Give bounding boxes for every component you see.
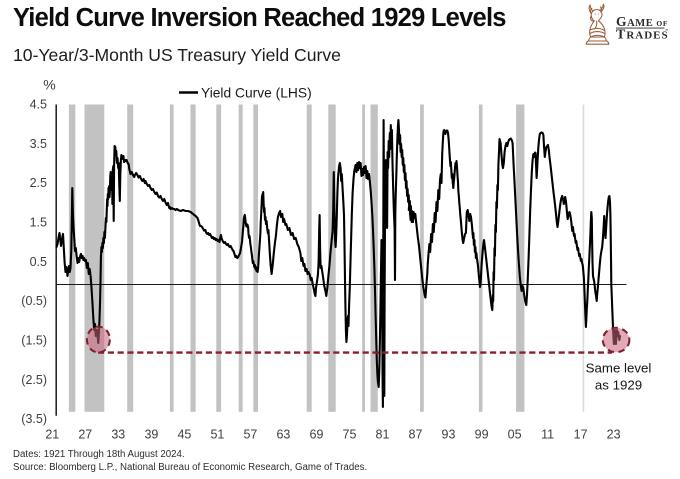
svg-text:(2.5): (2.5)	[21, 373, 47, 387]
svg-text:(3.5): (3.5)	[21, 412, 47, 426]
svg-text:69: 69	[310, 428, 324, 442]
svg-text:21: 21	[45, 428, 59, 442]
svg-text:0.5: 0.5	[30, 255, 47, 269]
svg-text:75: 75	[343, 428, 357, 442]
svg-text:45: 45	[177, 428, 191, 442]
svg-text:as 1929: as 1929	[595, 378, 642, 393]
svg-text:4.5: 4.5	[30, 98, 47, 112]
svg-text:57: 57	[243, 428, 257, 442]
svg-text:27: 27	[78, 428, 92, 442]
svg-text:23: 23	[607, 428, 621, 442]
svg-text:11: 11	[541, 428, 554, 442]
svg-text:Yield Curve (LHS): Yield Curve (LHS)	[201, 86, 312, 101]
svg-text:3.5: 3.5	[30, 137, 47, 151]
svg-text:99: 99	[475, 428, 489, 442]
svg-text:51: 51	[210, 428, 224, 442]
svg-text:81: 81	[376, 428, 390, 442]
svg-text:%: %	[43, 77, 55, 93]
svg-text:33: 33	[111, 428, 125, 442]
svg-text:TRADES: TRADES	[616, 28, 669, 43]
svg-text:2.5: 2.5	[30, 176, 47, 190]
svg-text:1.5: 1.5	[30, 216, 47, 230]
svg-text:87: 87	[409, 428, 423, 442]
svg-text:05: 05	[508, 428, 522, 442]
svg-text:(1.5): (1.5)	[21, 333, 47, 347]
svg-text:93: 93	[442, 428, 456, 442]
svg-text:Same level: Same level	[586, 361, 652, 376]
svg-text:39: 39	[144, 428, 158, 442]
svg-text:63: 63	[276, 428, 290, 442]
svg-text:17: 17	[574, 428, 588, 442]
svg-text:(0.5): (0.5)	[21, 294, 47, 308]
